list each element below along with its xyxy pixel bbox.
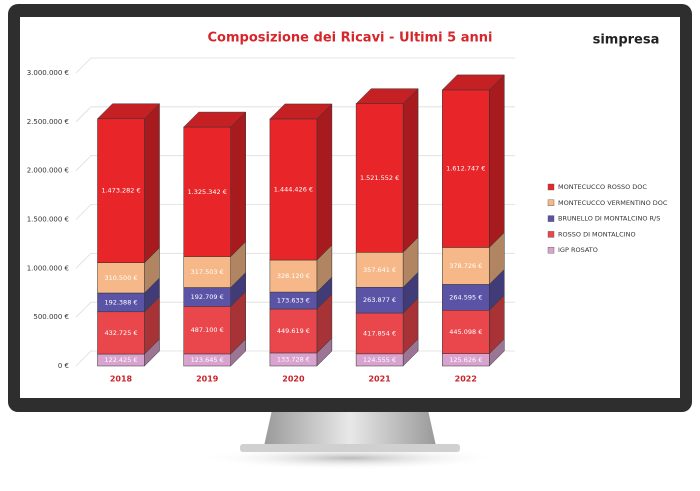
y-tick-label: 1.500.000 € xyxy=(27,216,69,224)
y-tick-label: 0 € xyxy=(58,362,69,370)
bar-segment xyxy=(442,89,490,248)
value-label: 1.325.342 € xyxy=(188,188,227,196)
y-tick-label: 3.000.000 € xyxy=(27,69,69,77)
legend-label: MONTECUCCO VERMENTINO DOC xyxy=(558,199,668,207)
value-label: 449.619 € xyxy=(277,327,310,335)
legend-label: BRUNELLO DI MONTALCINO R/S xyxy=(558,215,660,223)
value-label: 133.728 € xyxy=(277,355,310,363)
bar-segment xyxy=(355,103,404,253)
value-label: 124.555 € xyxy=(363,356,396,364)
legend-swatch xyxy=(547,246,555,254)
monitor-base xyxy=(240,444,460,452)
y-tick-label: 2.000.000 € xyxy=(27,167,69,175)
legend-swatch xyxy=(547,183,555,191)
bar-segment xyxy=(355,312,404,355)
value-label: 1.612.747 € xyxy=(446,165,485,173)
value-label: 1.473.282 € xyxy=(101,187,140,195)
x-tick-label: 2021 xyxy=(368,375,391,384)
brand-logo: simpresa xyxy=(593,33,660,48)
monitor-stand xyxy=(264,410,436,446)
bar-segment xyxy=(269,308,318,354)
bar-top xyxy=(355,88,419,104)
value-label: 432.725 € xyxy=(104,329,137,337)
legend-swatch xyxy=(547,231,555,238)
bar-segment xyxy=(355,287,404,314)
legend-swatch xyxy=(547,199,555,207)
legend-label: MONTECUCCO ROSSO DOC xyxy=(558,183,647,191)
value-label: 378.726 € xyxy=(449,262,482,270)
bar-side xyxy=(144,103,160,264)
grid-line xyxy=(75,57,515,74)
bar-top xyxy=(183,111,247,128)
x-tick-label: 2020 xyxy=(282,375,305,384)
bar-side xyxy=(316,103,333,261)
value-label: 192.388 € xyxy=(104,298,137,306)
bar-side xyxy=(230,111,246,258)
bar-top xyxy=(269,103,333,120)
legend-label: ROSSO DI MONTALCINO xyxy=(558,230,636,238)
value-label: 317.503 € xyxy=(191,268,224,276)
bar-segment xyxy=(269,259,318,293)
value-label: 445.098 € xyxy=(449,328,482,336)
x-tick-label: 2022 xyxy=(455,375,477,384)
plot: 0 € 500.000 € 1.000.000 € 1.500.000 € 2.000.… xyxy=(27,57,668,384)
y-tick-label: 2.500.000 € xyxy=(27,118,69,126)
bar-top xyxy=(96,103,161,120)
bar-segment xyxy=(183,126,231,257)
bar-segment xyxy=(442,247,490,285)
legend-swatch xyxy=(547,215,555,222)
value-label: 173.633 € xyxy=(277,297,310,305)
chart-title: Composizione dei Ricavi - Ultimi 5 anni xyxy=(208,31,493,46)
bar-top xyxy=(441,74,505,91)
value-label: 417.854 € xyxy=(363,329,396,337)
value-label: 310.500 € xyxy=(104,274,137,282)
y-tick-label: 1.000.000 € xyxy=(27,264,69,272)
value-label: 264.595 € xyxy=(449,293,482,301)
value-label: 123.645 € xyxy=(191,356,224,364)
value-label: 122.425 € xyxy=(104,356,137,364)
bar-segment xyxy=(442,310,490,354)
bar-segment xyxy=(97,118,145,263)
value-label: 328.120 € xyxy=(277,272,310,280)
y-tick-label: 500.000 € xyxy=(33,313,69,321)
bar-segment xyxy=(442,284,490,311)
value-label: 263.877 € xyxy=(363,296,396,304)
value-label: 125.626 € xyxy=(449,356,482,364)
bar-side xyxy=(402,88,419,253)
x-tick-label: 2019 xyxy=(196,375,219,384)
x-tick-label: 2018 xyxy=(110,375,133,384)
bar-segment xyxy=(269,118,318,261)
value-label: 1.521.552 € xyxy=(360,174,399,182)
value-label: 487.100 € xyxy=(191,326,224,334)
value-label: 192.709 € xyxy=(191,293,224,301)
bar-side xyxy=(489,74,505,249)
value-label: 357.641 € xyxy=(363,266,396,274)
bar-segment xyxy=(183,306,231,355)
value-label: 1.444.426 € xyxy=(274,185,313,193)
legend-label: IGP ROSATO xyxy=(558,246,598,254)
